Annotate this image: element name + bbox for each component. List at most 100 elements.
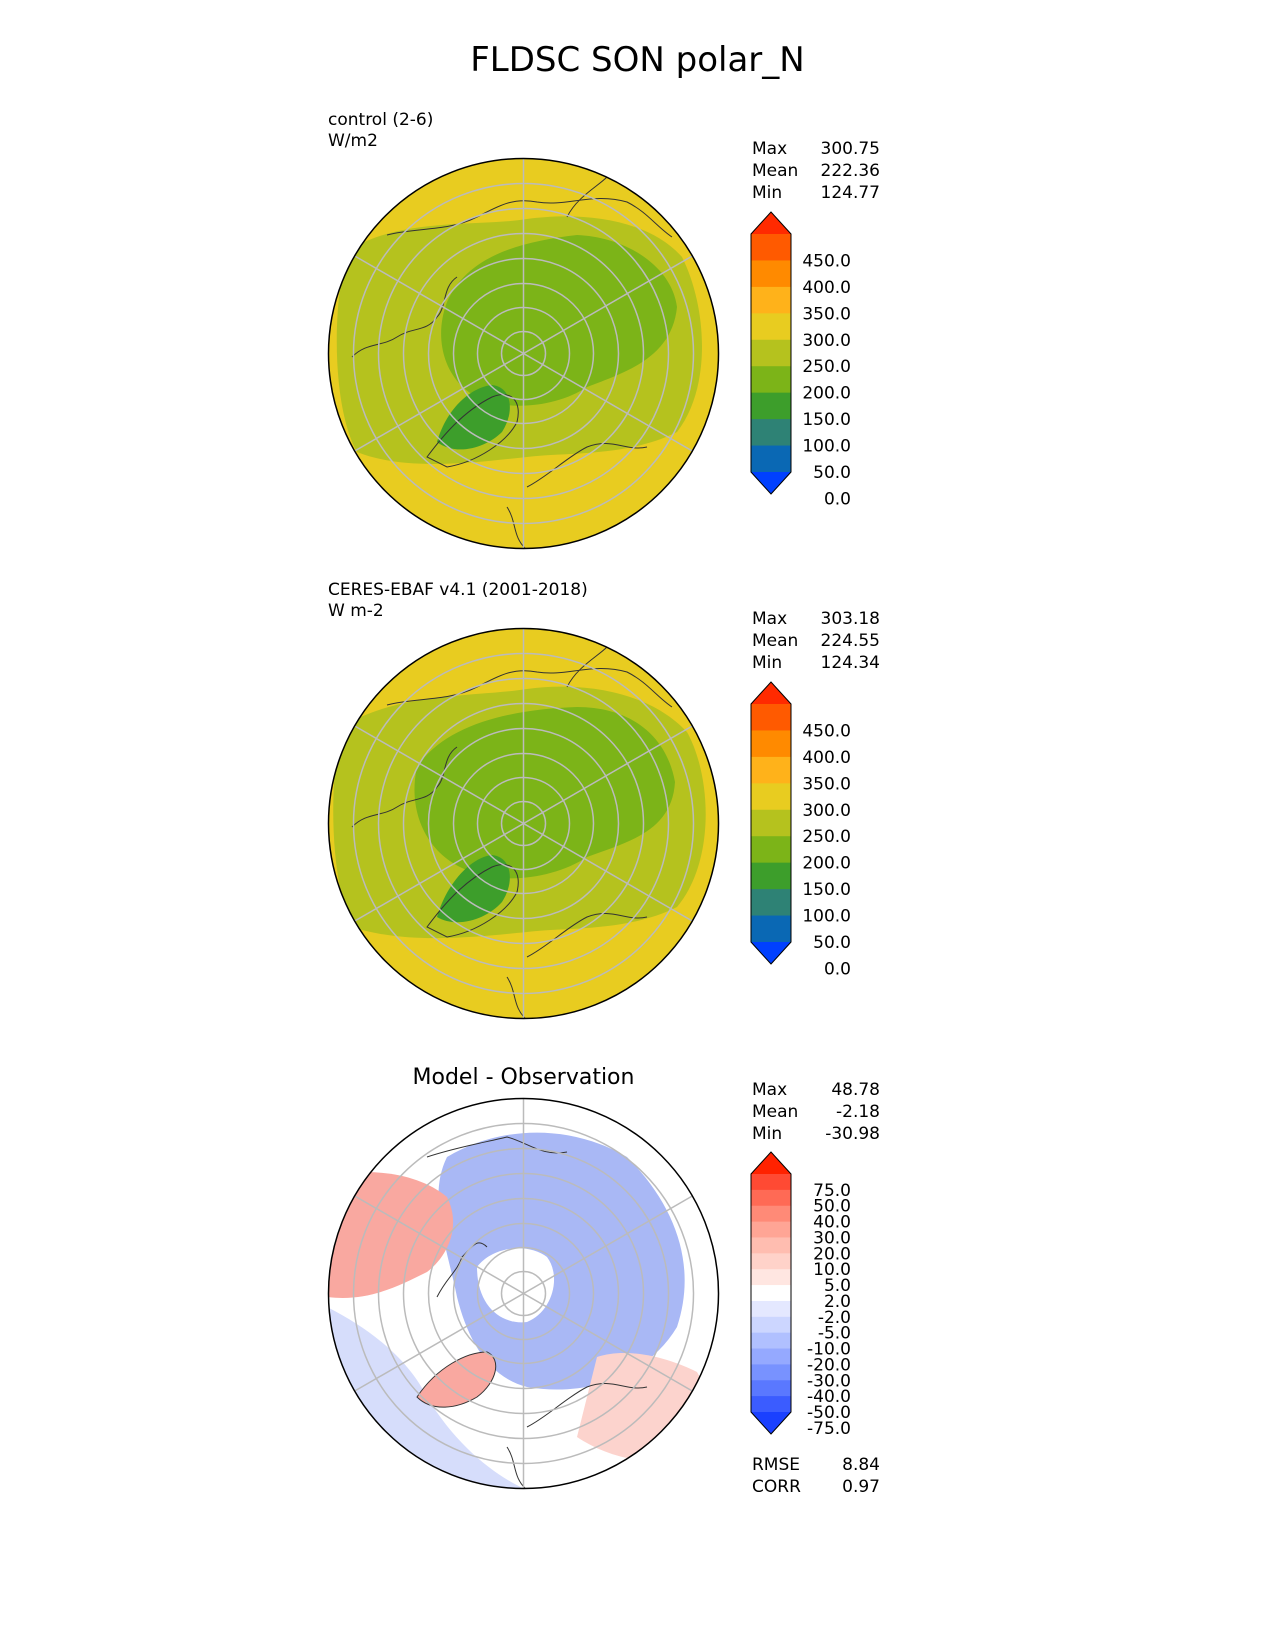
colorbar-tick-label: 200.0 (802, 384, 851, 404)
colorbar-tick-label: 50.0 (813, 1197, 851, 1217)
colorbar-segment (751, 1380, 791, 1397)
dark-green-greenland (437, 855, 510, 923)
max-value: 300.75 (820, 139, 880, 159)
colorbar-segment (751, 756, 791, 784)
colorbar-segment (751, 1221, 791, 1238)
colorbar-segment (751, 1253, 791, 1270)
colorbar-segment (751, 1396, 791, 1413)
colorbar-segment (751, 234, 791, 261)
white-pole-region (477, 1248, 555, 1323)
colorbar-segment (751, 889, 791, 917)
colorbar-under-triangle (751, 1412, 791, 1434)
colorbar-segment (751, 1237, 791, 1254)
corr-label: CORR (752, 1477, 801, 1497)
colorbar-tick-label: 10.0 (813, 1260, 851, 1280)
colorbar-segment (751, 286, 791, 314)
mean-value: 222.36 (820, 161, 880, 181)
colorbar-under-triangle (751, 942, 791, 964)
polar-map-control (327, 157, 720, 550)
colorbar-segment (751, 1348, 791, 1365)
rmse-value: 8.84 (842, 1455, 880, 1475)
colorbar-tick-label: -50.0 (807, 1403, 851, 1423)
polar-map-observation (327, 627, 720, 1020)
colorbar-tick-label: 350.0 (802, 774, 851, 794)
colorbar-segment (751, 445, 791, 473)
colorbar-tick-label: -10.0 (807, 1340, 851, 1360)
colorbar-segment (751, 862, 791, 890)
mean-label: Mean (752, 631, 799, 651)
map-border (327, 157, 720, 550)
colorbar-tick-label: 400.0 (802, 278, 851, 298)
colorbar-segment (751, 915, 791, 943)
colorbar-segment (751, 1316, 791, 1334)
colorbar-segment (751, 392, 791, 420)
graticule (352, 158, 695, 549)
colorbar-tick-label: 100.0 (802, 907, 851, 927)
rmse-label: RMSE (752, 1455, 801, 1475)
panel-2-stats: Max 303.18 Mean 224.55 Min 124.34 (752, 608, 880, 674)
colorbar-over-triangle (751, 1152, 791, 1174)
colorbar-segment (751, 836, 791, 864)
colorbar-tick-label: 150.0 (802, 410, 851, 430)
colorbar-tick-label: 2.0 (824, 1292, 851, 1312)
colorbar-tick-label: 350.0 (802, 304, 851, 324)
red-greenland-region (417, 1352, 496, 1408)
colorbar-tick-label: 300.0 (802, 331, 851, 351)
colorbar-tick-label: 0.0 (824, 489, 851, 509)
map-border (327, 627, 720, 1020)
colorbar-field-2: 450.0 400.0 350.0 300.0 250.0 200.0 150.0 100.0… (750, 681, 851, 979)
colorbar-tick-label: -75.0 (807, 1419, 851, 1439)
colorbar-under-triangle (751, 472, 791, 494)
colorbar-segment (751, 339, 791, 367)
colorbar-tick-label: 300.0 (802, 801, 851, 821)
panel-2-units-label: W m-2 (328, 601, 384, 621)
min-label: Min (752, 653, 783, 673)
colorbar-outline (750, 211, 792, 495)
colorbar-outline (750, 1151, 792, 1435)
colorbar-tick-label: -5.0 (818, 1324, 851, 1344)
colorbar-segment (751, 809, 791, 837)
panel-1-stats: Max 300.75 Mean 222.36 Min 124.77 (752, 138, 880, 204)
colorbar-tick-label: 30.0 (813, 1228, 851, 1248)
colorbar-segment (751, 1364, 791, 1381)
colorbar-segment (751, 1300, 791, 1318)
colorbar-tick-label: 100.0 (802, 437, 851, 457)
colorbar-segment (751, 783, 791, 811)
colorbar-over-triangle (751, 682, 791, 704)
colorbar-tick-label: -2.0 (818, 1308, 851, 1328)
colorbar-segment (751, 730, 791, 758)
colorbar-tick-label: -30.0 (807, 1371, 851, 1391)
colorbar-diff: 75.050.040.030.020.010.05.02.0-2.0-5.0-1… (750, 1151, 851, 1439)
colorbar-tick-label: 200.0 (802, 854, 851, 874)
mean-label: Mean (752, 1102, 799, 1122)
colorbar-tick-label: -40.0 (807, 1387, 851, 1407)
max-label: Max (752, 609, 788, 629)
colorbar-segment (751, 1285, 791, 1302)
max-value: 48.78 (831, 1080, 880, 1100)
colorbar-segment (751, 1269, 791, 1286)
corr-value: 0.97 (842, 1477, 880, 1497)
coastlines (416, 1136, 648, 1489)
colorbar-tick-label: 0.0 (824, 959, 851, 979)
colorbar-tick-label: 75.0 (813, 1181, 851, 1201)
panel-1-case-label: control (2-6) (328, 110, 434, 130)
dark-green-greenland (437, 385, 510, 450)
min-label: Min (752, 183, 783, 203)
panel-2-case-label: CERES-EBAF v4.1 (2001-2018) (328, 580, 588, 600)
panel-3-title: Model - Observation (412, 1065, 635, 1090)
colorbar-tick-label: 5.0 (824, 1276, 851, 1296)
colorbar-tick-label: 150.0 (802, 880, 851, 900)
panel-1-units-label: W/m2 (328, 131, 378, 151)
colorbar-tick-label: 250.0 (802, 357, 851, 377)
colorbar-segment (751, 704, 791, 731)
colorbar-tick-label: 20.0 (813, 1244, 851, 1264)
max-label: Max (752, 1080, 788, 1100)
colorbar-field-1: 450.0 400.0 350.0 300.0 250.0 200.0 150.0 100.0… (750, 211, 851, 509)
colorbar-segment (751, 419, 791, 447)
colorbar-segment (751, 313, 791, 341)
min-value: -30.98 (825, 1124, 880, 1144)
mean-label: Mean (752, 161, 799, 181)
colorbar-tick-label: 50.0 (813, 933, 851, 953)
colorbar-tick-label: 450.0 (802, 251, 851, 271)
graticule (352, 628, 695, 1019)
